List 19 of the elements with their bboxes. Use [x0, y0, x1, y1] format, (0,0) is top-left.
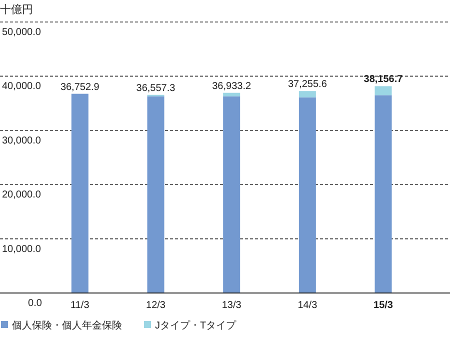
x-tick-label: 11/3	[70, 300, 90, 311]
x-tick-label: 14/3	[298, 300, 318, 311]
x-tick-label: 13/3	[222, 300, 242, 311]
x-tick-label: 15/3	[374, 300, 394, 311]
y-axis-title: 十億円	[0, 3, 33, 16]
total-label: 37,255.6	[288, 79, 328, 90]
y-tick-label: 10,000.0	[2, 244, 42, 255]
y-tick-label: 50,000.0	[2, 27, 42, 38]
x-tick-label: 12/3	[146, 300, 166, 311]
total-label: 36,933.2	[212, 80, 252, 92]
legend-label: 個人保険・個人年金保険	[12, 320, 122, 332]
y-tick-label: 40,000.0	[2, 81, 42, 92]
legend-label: Jタイプ・Tタイプ	[155, 320, 238, 332]
y-tick-label: 30,000.0	[2, 135, 42, 146]
total-label: 36,752.9	[60, 82, 100, 93]
y-tick-label: 0.0	[28, 298, 42, 309]
total-label: 36,557.3	[136, 82, 176, 94]
y-tick-label: 20,000.0	[2, 190, 42, 201]
total-label: 38,156.7	[364, 74, 404, 86]
